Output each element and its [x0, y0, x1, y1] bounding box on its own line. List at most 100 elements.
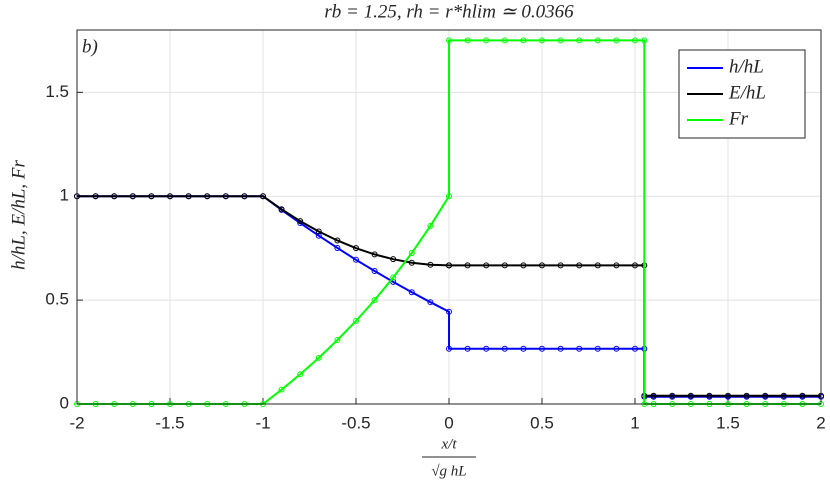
chart-title: rb = 1.25, rh = r*hlim ≃ 0.0366 [324, 1, 574, 22]
data-point [353, 317, 359, 324]
data-point [641, 37, 648, 44]
plot-frame [76, 29, 822, 405]
data-point [483, 345, 490, 352]
data-point [111, 193, 118, 200]
data-point [446, 262, 452, 269]
data-point [520, 262, 527, 269]
data-point [725, 392, 731, 399]
data-point [539, 262, 545, 269]
data-point [315, 232, 322, 239]
data-point [799, 392, 806, 399]
data-point [594, 262, 601, 269]
data-point [204, 193, 211, 200]
x-axis-label-denominator: √g hL [431, 463, 466, 479]
data-point [501, 262, 508, 269]
data-point [706, 392, 713, 399]
data-point [446, 37, 452, 44]
x-tick-label: -1 [255, 413, 270, 432]
data-point [297, 371, 304, 378]
data-point [408, 289, 415, 296]
data-point [315, 228, 322, 235]
data-point [371, 297, 378, 304]
data-point [743, 392, 750, 399]
y-tick-label: 0 [60, 393, 69, 412]
data-point [92, 193, 99, 200]
data-point [260, 193, 266, 200]
x-axis-label-numerator: x/t [441, 436, 458, 452]
data-point [557, 262, 564, 269]
x-tick-label: 0 [444, 413, 453, 432]
data-point [446, 193, 452, 200]
data-point [390, 274, 397, 281]
data-point [334, 244, 341, 251]
data-point [594, 37, 601, 44]
data-point [539, 345, 545, 352]
data-point [185, 193, 192, 200]
annotation: b) [82, 36, 98, 57]
data-point [297, 218, 304, 225]
y-tick-label: 0.5 [45, 290, 69, 309]
data-point [241, 193, 248, 200]
data-point [222, 193, 229, 200]
data-point [669, 392, 676, 399]
data-point [148, 193, 155, 200]
data-point [129, 193, 136, 200]
data-point [557, 37, 564, 44]
data-point [483, 37, 490, 44]
data-point [334, 237, 341, 244]
data-point [613, 345, 620, 352]
data-point [371, 268, 378, 275]
series-line [77, 195, 821, 397]
data-point [613, 37, 620, 44]
x-tick-label: -1.5 [155, 413, 184, 432]
data-point [576, 262, 583, 269]
data-point [315, 354, 322, 361]
data-point [594, 345, 601, 352]
data-point [167, 193, 173, 200]
data-point [613, 262, 620, 269]
data-point [408, 259, 415, 266]
data-point [520, 345, 527, 352]
data-point [408, 249, 415, 256]
data-point [539, 37, 545, 44]
data-point [278, 206, 285, 213]
x-tick-label: -2 [69, 413, 84, 432]
data-point [576, 345, 583, 352]
data-point [390, 256, 397, 263]
x-tick-label: 1 [630, 413, 639, 432]
x-tick-label: 1.5 [716, 413, 740, 432]
data-point [353, 256, 359, 263]
data-point [687, 392, 694, 399]
data-point [464, 262, 471, 269]
data-point [427, 222, 434, 229]
legend-box [678, 49, 806, 139]
data-point [446, 308, 452, 315]
legend-label: E/hL [728, 82, 766, 103]
legend-label: h/hL [729, 56, 764, 77]
data-point [278, 386, 285, 393]
x-tick-label: -0.5 [341, 413, 370, 432]
y-tick-label: 1 [60, 186, 69, 205]
data-point [520, 37, 527, 44]
data-point [557, 345, 564, 352]
data-point [632, 262, 638, 269]
x-tick-label: 2 [816, 413, 825, 432]
y-axis-label: h/hL, E/hL, Fr [8, 160, 29, 270]
x-tick-label: 0.5 [530, 413, 554, 432]
data-point [632, 37, 638, 44]
data-point [371, 251, 378, 258]
data-point [780, 392, 787, 399]
data-point [576, 37, 583, 44]
legend-label: Fr [728, 108, 749, 129]
legend: h/hL E/hL Fr [678, 49, 806, 139]
y-tick-label: 1.5 [45, 82, 69, 101]
data-point [427, 299, 434, 306]
data-point [501, 37, 508, 44]
data-point [501, 345, 508, 352]
data-point [353, 245, 359, 252]
data-point [632, 345, 638, 352]
data-point [483, 262, 490, 269]
data-point [762, 392, 769, 399]
data-point [464, 345, 471, 352]
